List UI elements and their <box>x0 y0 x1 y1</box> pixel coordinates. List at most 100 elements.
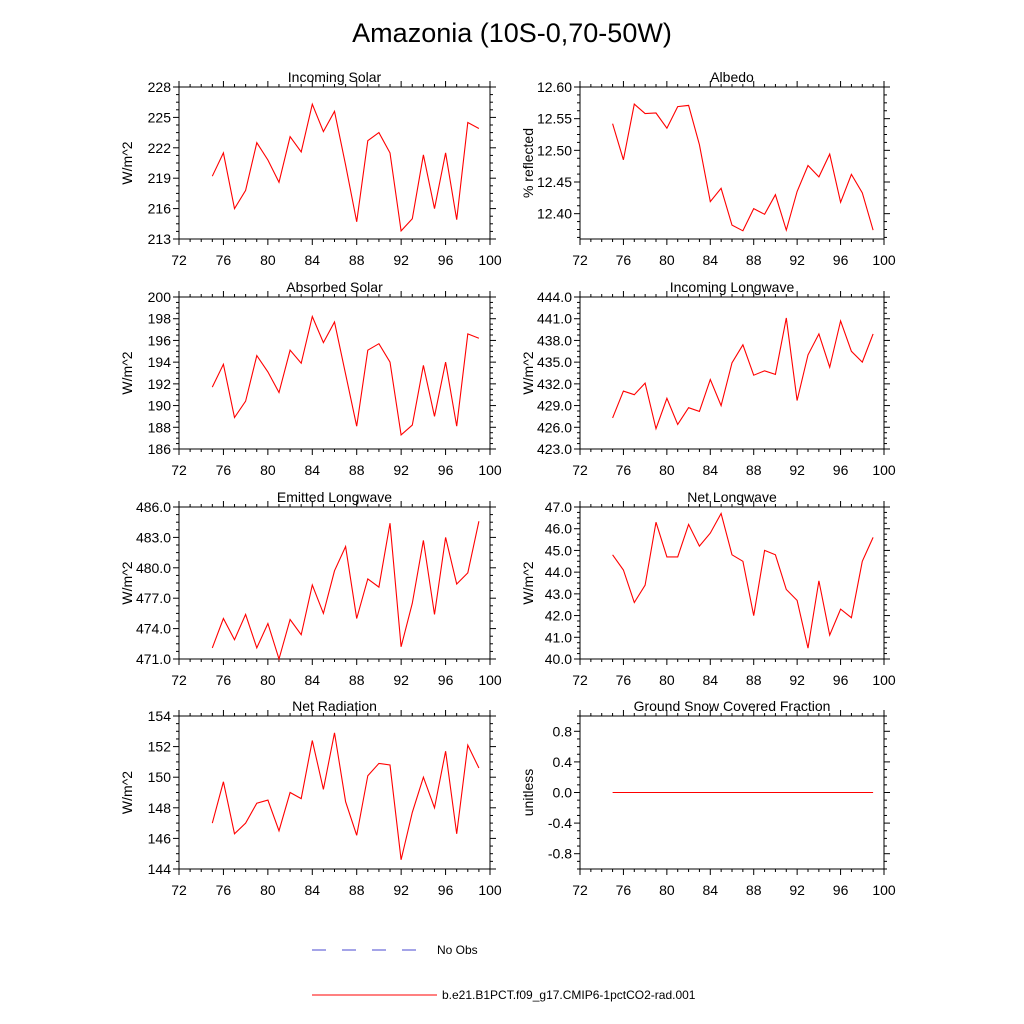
x-tick-label: 100 <box>478 252 502 268</box>
x-tick-label: 100 <box>478 462 502 478</box>
x-tick-label: 84 <box>702 882 718 898</box>
x-tick-label: 84 <box>702 462 718 478</box>
x-tick-label: 96 <box>833 672 849 688</box>
y-tick-label: 148 <box>148 800 172 816</box>
plot-frame <box>579 296 885 450</box>
x-tick-label: 76 <box>616 882 632 898</box>
x-tick-label: 96 <box>438 462 454 478</box>
y-tick-label: -0.4 <box>548 815 572 831</box>
x-tick-label: 96 <box>833 462 849 478</box>
x-tick-label: 72 <box>171 882 187 898</box>
x-tick-label: 84 <box>304 672 320 688</box>
x-tick-label: 72 <box>171 672 187 688</box>
y-axis-label: W/m^2 <box>119 351 135 394</box>
x-tick-label: 80 <box>659 252 675 268</box>
x-tick-label: 88 <box>349 672 365 688</box>
y-tick-label: 188 <box>148 419 172 435</box>
x-tick-label: 100 <box>872 882 896 898</box>
y-tick-label: 441.0 <box>537 311 572 327</box>
y-tick-label: 144 <box>148 861 172 877</box>
y-tick-label: 219 <box>148 170 172 186</box>
x-tick-label: 84 <box>304 882 320 898</box>
y-tick-label: 12.40 <box>537 206 572 222</box>
panel-title: Albedo <box>710 69 754 85</box>
figure-title: Amazonia (10S-0,70-50W) <box>352 18 672 48</box>
x-tick-label: 72 <box>171 462 187 478</box>
panel-title: Net Radiation <box>292 698 377 714</box>
y-tick-label: 192 <box>148 376 172 392</box>
x-tick-label: 72 <box>572 882 588 898</box>
y-tick-label: 12.45 <box>537 174 572 190</box>
y-tick-label: 190 <box>148 398 172 414</box>
x-tick-label: 76 <box>616 672 632 688</box>
series-line <box>211 521 480 661</box>
x-tick-label: 76 <box>216 672 232 688</box>
y-tick-label: 444.0 <box>537 289 572 305</box>
panel-3: Absorbed Solar W/m^2 72 76 80 84 88 92 96 100 186 1… <box>119 279 502 478</box>
x-tick-label: 96 <box>833 882 849 898</box>
y-tick-label: 0.0 <box>553 785 573 801</box>
x-tick-label: 96 <box>833 252 849 268</box>
y-tick-label: 150 <box>148 769 172 785</box>
y-tick-label: 435.0 <box>537 354 572 370</box>
x-tick-label: 84 <box>304 252 320 268</box>
panel-5: Emitted Longwave W/m^2 72 76 80 84 88 92 96 100 47… <box>119 489 502 688</box>
y-tick-label: -0.8 <box>548 846 572 862</box>
x-tick-label: 72 <box>572 672 588 688</box>
legend-label: b.e21.B1PCT.f09_g17.CMIP6-1pctCO2-rad.00… <box>442 988 696 1002</box>
y-tick-label: 477.0 <box>136 590 171 606</box>
series-line <box>211 102 480 233</box>
y-tick-label: 40.0 <box>545 651 572 667</box>
x-tick-label: 88 <box>746 882 762 898</box>
y-tick-label: 471.0 <box>136 651 171 667</box>
panel-title: Incoming Solar <box>288 69 382 85</box>
y-tick-label: 216 <box>148 201 172 217</box>
x-tick-label: 84 <box>702 252 718 268</box>
x-tick-label: 88 <box>349 252 365 268</box>
x-tick-label: 88 <box>746 462 762 478</box>
y-axis-label: W/m^2 <box>119 771 135 814</box>
x-tick-label: 92 <box>393 672 409 688</box>
y-tick-label: 46.0 <box>545 521 572 537</box>
panel-1: Incoming Solar W/m^2 72 76 80 84 88 92 96 100 213 2… <box>119 69 502 268</box>
x-tick-label: 96 <box>438 672 454 688</box>
x-tick-label: 72 <box>171 252 187 268</box>
x-tick-label: 80 <box>260 252 276 268</box>
y-tick-label: 474.0 <box>136 621 171 637</box>
x-tick-label: 92 <box>789 252 805 268</box>
y-tick-label: 0.8 <box>553 723 573 739</box>
x-tick-label: 92 <box>393 462 409 478</box>
y-tick-label: 438.0 <box>537 332 572 348</box>
plot-frame <box>579 506 885 660</box>
panel-4: Incoming Longwave W/m^2 72 76 80 84 88 92 96 100 4… <box>520 279 896 478</box>
series-line <box>612 512 874 649</box>
y-tick-label: 198 <box>148 311 172 327</box>
y-tick-label: 222 <box>148 140 172 156</box>
y-tick-label: 228 <box>148 79 172 95</box>
panels: Incoming Solar W/m^2 72 76 80 84 88 92 96 100 213 2… <box>119 69 896 898</box>
x-tick-label: 100 <box>478 882 502 898</box>
y-tick-label: 486.0 <box>136 499 171 515</box>
panel-title: Absorbed Solar <box>286 279 383 295</box>
panel-title: Net Longwave <box>687 489 777 505</box>
y-axis-label: W/m^2 <box>119 561 135 604</box>
x-tick-label: 76 <box>216 252 232 268</box>
x-tick-label: 92 <box>393 252 409 268</box>
x-tick-label: 92 <box>393 882 409 898</box>
x-tick-label: 80 <box>260 882 276 898</box>
panel-7: Net Radiation W/m^2 72 76 80 84 88 92 96 100 144 14… <box>119 698 502 898</box>
y-tick-label: 152 <box>148 739 172 755</box>
legend-label: No Obs <box>437 943 478 957</box>
panel-8: Ground Snow Covered Fraction unitless 72 76… <box>520 698 896 898</box>
y-tick-label: 12.50 <box>537 142 572 158</box>
x-tick-label: 76 <box>616 252 632 268</box>
x-tick-label: 96 <box>438 882 454 898</box>
y-tick-label: 12.60 <box>537 79 572 95</box>
x-tick-label: 76 <box>216 882 232 898</box>
y-axis-label: W/m^2 <box>520 351 536 394</box>
x-tick-label: 92 <box>789 462 805 478</box>
y-tick-label: 154 <box>148 708 172 724</box>
series-line <box>612 317 874 431</box>
x-tick-label: 100 <box>872 672 896 688</box>
x-tick-label: 88 <box>349 882 365 898</box>
